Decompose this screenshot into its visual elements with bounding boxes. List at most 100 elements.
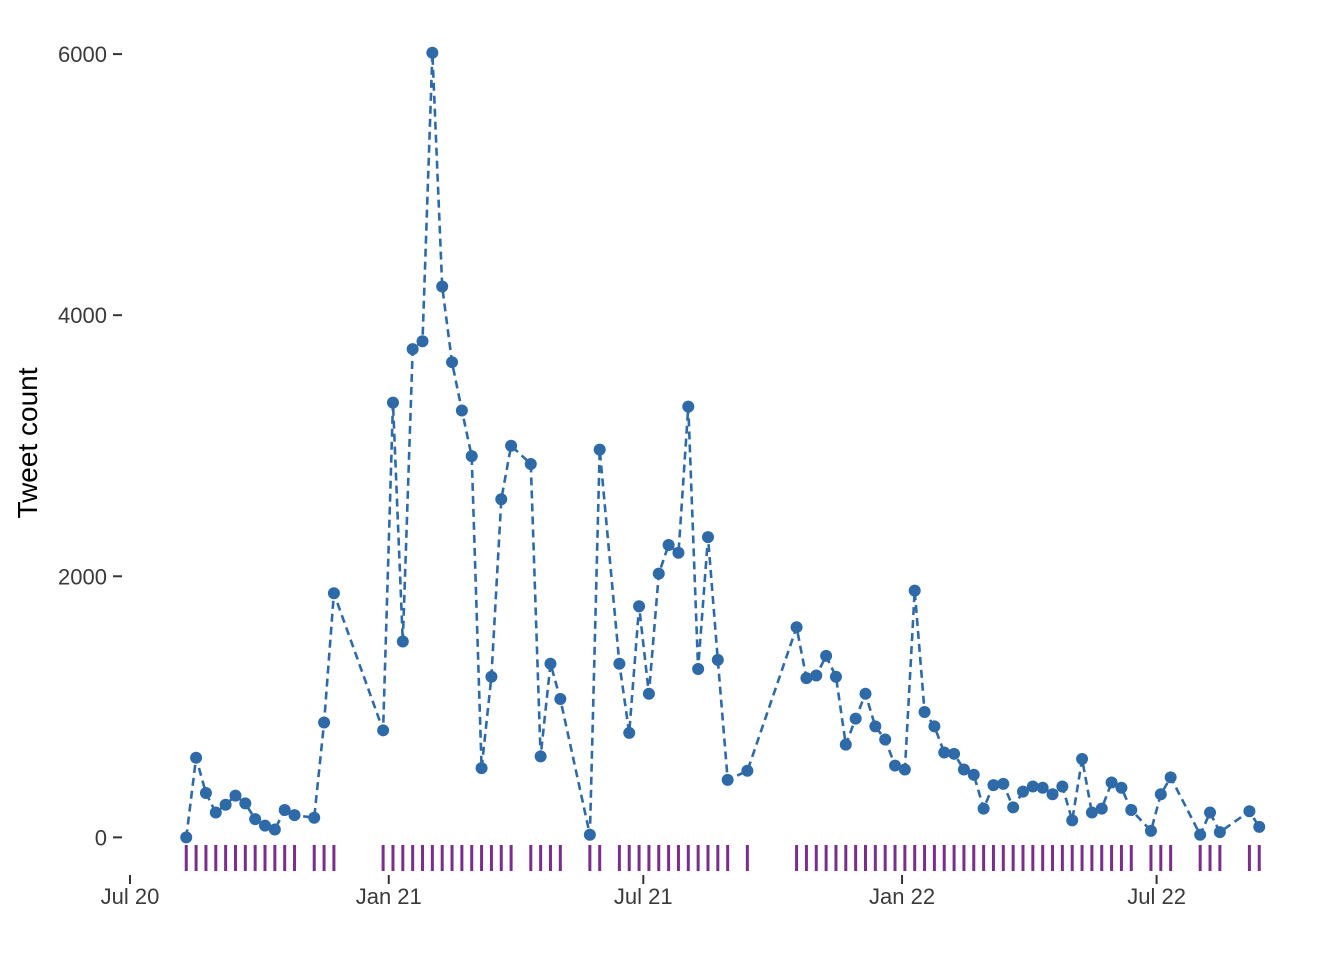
data-point bbox=[948, 747, 961, 760]
data-point bbox=[977, 802, 990, 815]
data-point bbox=[701, 531, 714, 544]
data-point bbox=[249, 813, 262, 826]
data-point bbox=[377, 724, 390, 737]
data-point bbox=[1125, 803, 1138, 816]
data-point bbox=[288, 809, 301, 822]
data-point bbox=[1253, 820, 1266, 833]
data-point bbox=[642, 687, 655, 700]
data-point bbox=[987, 779, 1000, 792]
data-point bbox=[259, 819, 272, 832]
data-point bbox=[199, 786, 212, 799]
data-point bbox=[692, 662, 705, 675]
data-point bbox=[308, 811, 321, 824]
data-point bbox=[652, 567, 665, 580]
y-tick-label: 4000 bbox=[58, 303, 107, 328]
data-point bbox=[327, 587, 340, 600]
data-point bbox=[682, 400, 695, 413]
data-point bbox=[1095, 802, 1108, 815]
data-point bbox=[268, 823, 281, 836]
data-point bbox=[475, 762, 488, 775]
data-point bbox=[1243, 805, 1256, 818]
data-point bbox=[180, 831, 193, 844]
x-axis: Jul 20 Jan 21 Jul 21 Jan 22 Jul 22 bbox=[101, 875, 1186, 909]
data-point bbox=[436, 280, 449, 293]
y-tick-label: 0 bbox=[95, 825, 107, 850]
data-point bbox=[554, 692, 567, 705]
data-point bbox=[1046, 788, 1059, 801]
data-point bbox=[997, 777, 1010, 790]
data-point bbox=[918, 706, 931, 719]
data-point bbox=[239, 797, 252, 810]
data-point bbox=[829, 670, 842, 683]
data-point bbox=[721, 773, 734, 786]
data-point bbox=[219, 798, 232, 811]
data-point bbox=[741, 764, 754, 777]
data-point bbox=[426, 46, 439, 59]
data-point bbox=[613, 657, 626, 670]
data-point bbox=[928, 720, 941, 733]
data-point bbox=[869, 720, 882, 733]
x-tick-label: Jul 20 bbox=[101, 884, 160, 909]
data-point bbox=[278, 803, 291, 816]
data-point bbox=[898, 763, 911, 776]
data-point bbox=[1026, 780, 1039, 793]
data-point bbox=[534, 750, 547, 763]
data-point bbox=[633, 600, 646, 613]
x-tick-label: Jul 22 bbox=[1127, 884, 1186, 909]
data-point bbox=[790, 621, 803, 634]
series-line bbox=[185, 52, 1261, 838]
data-point bbox=[1016, 785, 1029, 798]
data-point bbox=[455, 404, 468, 417]
data-point bbox=[1213, 826, 1226, 839]
x-tick-label: Jan 21 bbox=[356, 884, 422, 909]
data-point bbox=[1066, 814, 1079, 827]
data-point bbox=[485, 670, 498, 683]
data-point bbox=[593, 443, 606, 456]
x-tick-label: Jan 22 bbox=[869, 884, 935, 909]
data-point bbox=[446, 356, 459, 369]
data-point bbox=[396, 635, 409, 648]
data-point bbox=[800, 672, 813, 685]
data-point bbox=[229, 789, 242, 802]
x-tick-label: Jul 21 bbox=[614, 884, 673, 909]
rug-marks bbox=[184, 845, 1261, 871]
series-points bbox=[180, 46, 1266, 844]
data-point bbox=[1076, 753, 1089, 766]
data-point bbox=[839, 738, 852, 751]
data-point bbox=[416, 335, 429, 348]
y-axis-title: Tweet count bbox=[12, 367, 43, 518]
data-point bbox=[1036, 781, 1049, 794]
data-point bbox=[583, 828, 596, 841]
data-point bbox=[849, 712, 862, 725]
data-point bbox=[1144, 824, 1157, 837]
data-point bbox=[672, 546, 685, 559]
data-point bbox=[1007, 801, 1020, 814]
data-point bbox=[810, 669, 823, 682]
data-point bbox=[1085, 806, 1098, 819]
data-point bbox=[406, 343, 419, 356]
y-tick-label: 2000 bbox=[58, 564, 107, 589]
data-point bbox=[544, 657, 557, 670]
data-point bbox=[623, 726, 636, 739]
data-point bbox=[1115, 781, 1128, 794]
data-point bbox=[1154, 788, 1167, 801]
y-tick-label: 6000 bbox=[58, 42, 107, 67]
y-axis: 0 2000 4000 6000 bbox=[58, 42, 122, 850]
data-point bbox=[524, 458, 537, 471]
data-point bbox=[190, 751, 203, 764]
data-point bbox=[465, 450, 478, 463]
data-point bbox=[908, 584, 921, 597]
data-point bbox=[1204, 806, 1217, 819]
data-point bbox=[386, 396, 399, 409]
data-point bbox=[495, 493, 508, 506]
data-point bbox=[1194, 828, 1207, 841]
data-point bbox=[967, 768, 980, 781]
data-point bbox=[505, 439, 518, 452]
data-point bbox=[1056, 780, 1069, 793]
data-point bbox=[1164, 771, 1177, 784]
data-point bbox=[209, 806, 222, 819]
data-point bbox=[957, 763, 970, 776]
data-point bbox=[938, 746, 951, 759]
data-point bbox=[1105, 776, 1118, 789]
